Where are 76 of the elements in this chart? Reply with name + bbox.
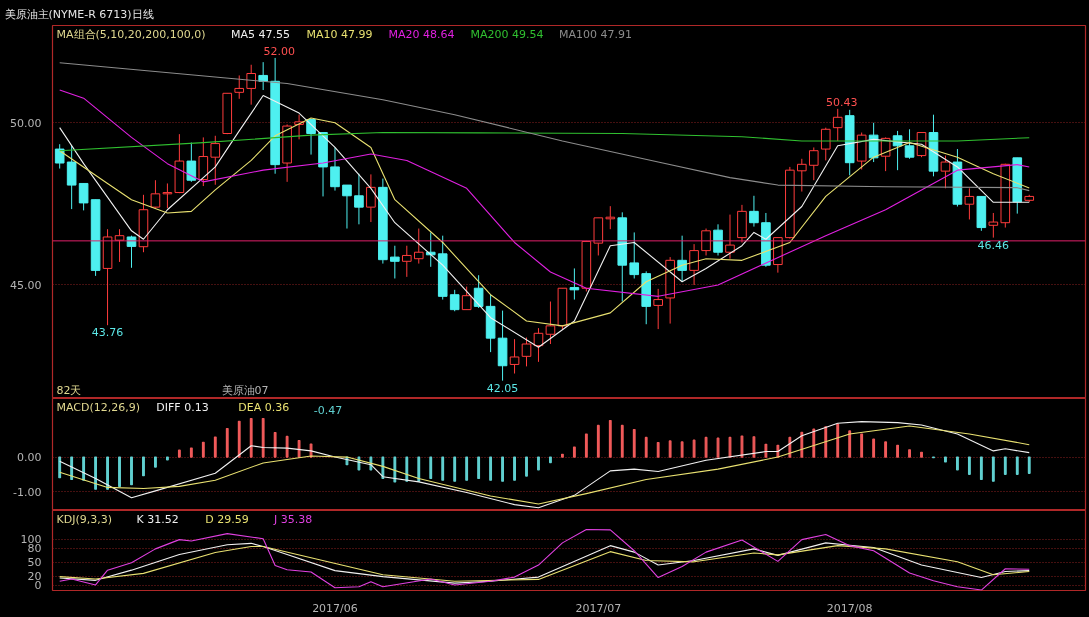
x-tick-label: 2017/06: [312, 601, 358, 615]
y-tick-label: 80: [27, 542, 42, 556]
text: MA200 49.54: [470, 27, 544, 41]
line-series: [59, 89, 1030, 297]
candlestick: [198, 136, 209, 187]
candlestick: [78, 182, 89, 211]
annotation: 52.00: [263, 44, 295, 58]
candlestick: [725, 214, 735, 260]
candlestick: [653, 288, 663, 330]
candlestick: [461, 286, 472, 311]
candlestick: [832, 108, 843, 142]
candlestick: [402, 245, 412, 278]
text: MA10 47.99: [306, 27, 373, 41]
candlestick: [54, 143, 65, 170]
x-tick-label: 2017/07: [575, 601, 622, 615]
candlestick: [569, 267, 580, 301]
line-series: [59, 95, 1030, 348]
series-label: D 29.59: [205, 512, 249, 526]
candlestick: [246, 64, 257, 106]
chart-title: 美原油主(NYME-R 6713)日线: [4, 7, 154, 21]
candlestick: [988, 212, 999, 239]
annotation: 美原油07: [221, 383, 269, 397]
candlestick: [162, 182, 173, 209]
candlestick: [186, 142, 197, 183]
candlestick: [797, 158, 807, 193]
candlestick: [904, 128, 915, 160]
candlestick: [964, 187, 975, 220]
candlestick: [701, 228, 711, 256]
candlestick: [150, 179, 161, 209]
text: DIFF 0.13: [156, 400, 209, 414]
candlestick: [689, 243, 699, 286]
line-series: [59, 528, 1030, 591]
annotation: 82天: [56, 383, 82, 397]
candlestick: [449, 289, 460, 312]
annotation: MA组合(5,10,20,200,100,0): [56, 27, 206, 41]
candlestick: [545, 301, 556, 345]
candlestick: [354, 173, 364, 225]
candlestick: [677, 235, 687, 283]
candlestick: [521, 337, 532, 367]
annotation: 43.76: [91, 326, 124, 340]
text: MA20 48.64: [388, 27, 455, 41]
text: DEA 0.36: [238, 400, 290, 414]
annotation: 46.46: [977, 238, 1010, 252]
annotation: KDJ(9,3,3): [56, 512, 112, 526]
series-label: J 35.38: [273, 512, 313, 526]
candlestick: [330, 146, 340, 192]
candlestick: [66, 145, 77, 210]
candlestick: [808, 146, 819, 181]
y-tick-label: -1.00: [13, 485, 42, 499]
line-series: [59, 62, 1030, 192]
annotation: MACD(12,26,9): [56, 400, 141, 414]
x-tick-label: 2017/08: [826, 601, 873, 615]
text: K 31.52: [136, 512, 179, 526]
y-tick-label: 50.00: [10, 116, 42, 130]
candlestick: [390, 245, 400, 279]
candlestick: [629, 231, 640, 279]
text: MA5 47.55: [231, 27, 291, 41]
annotation: 50.43: [825, 95, 858, 109]
candlestick: [366, 173, 376, 223]
candlestick: [413, 228, 424, 265]
candlestick: [473, 274, 484, 309]
text: -0.47: [313, 403, 343, 417]
candlestick: [210, 135, 221, 186]
text: MA100 47.91: [559, 27, 633, 41]
annotation: 42.05: [486, 381, 519, 395]
candlestick: [342, 184, 352, 230]
candlestick: [509, 338, 520, 375]
y-tick-label: 0.00: [17, 451, 42, 465]
candlestick: [940, 155, 951, 189]
y-tick-label: 0: [34, 579, 42, 593]
candlestick: [234, 74, 245, 100]
candlestick: [713, 223, 723, 256]
candlestick: [820, 127, 831, 161]
y-tick-label: 50: [27, 556, 42, 570]
candlestick: [749, 195, 759, 228]
y-tick-label: 45.00: [10, 278, 42, 292]
